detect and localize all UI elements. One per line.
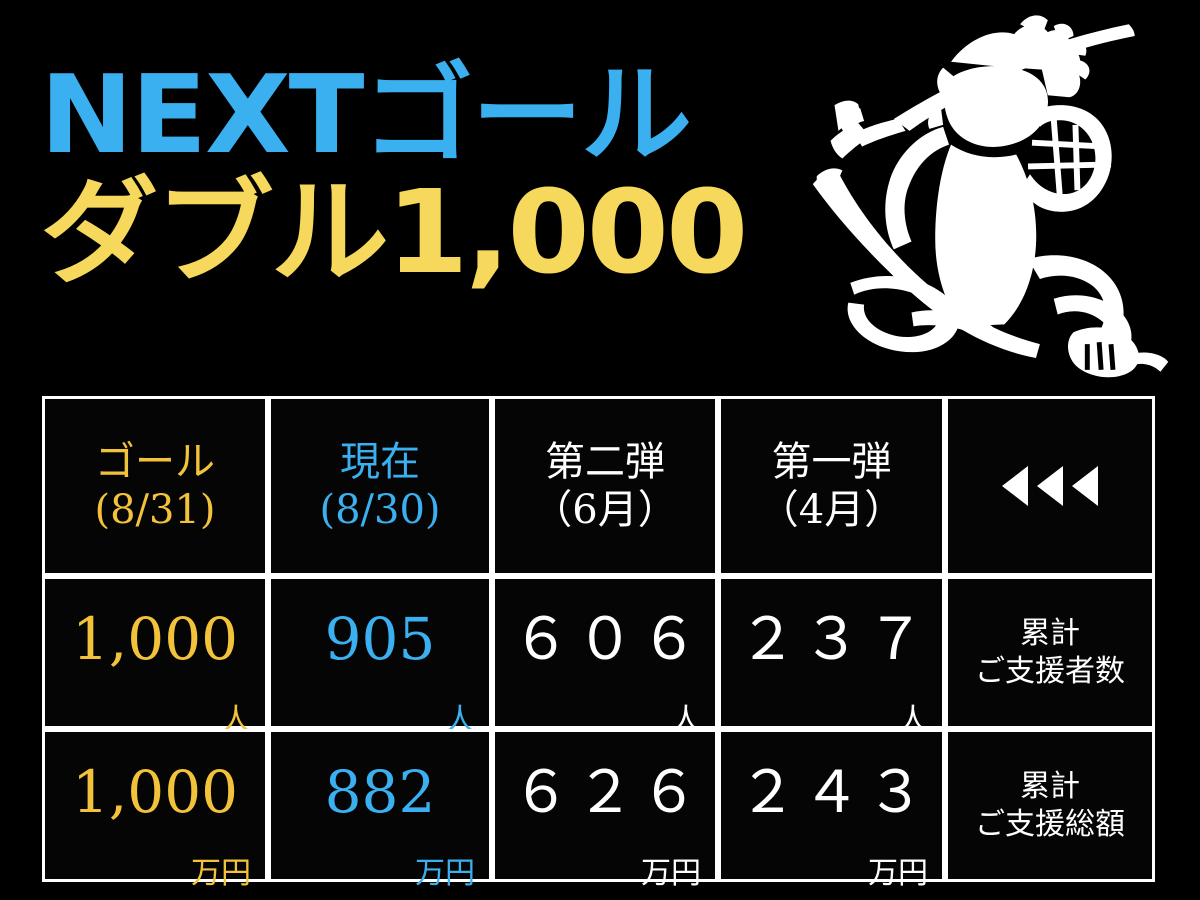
header-cell-current: 現在 (8/30) bbox=[268, 396, 492, 576]
label-supporters-line1: 累計 bbox=[1020, 615, 1080, 651]
headline-line-2: ダブル1,000 bbox=[40, 166, 748, 300]
triple-left-arrow-icon bbox=[948, 466, 1152, 506]
value-supporters-current: 905 bbox=[324, 604, 436, 673]
headline-line-1: NEXTゴール bbox=[40, 53, 692, 178]
value-amount-wave1: ２４３ bbox=[738, 757, 931, 826]
header-goal-date: (8/31) bbox=[94, 487, 216, 533]
unit-amount-current: 万円 bbox=[415, 855, 475, 891]
header-cell-wave1: 第一弾 （4月） bbox=[718, 396, 945, 576]
label-amount-line2: ご支援総額 bbox=[975, 806, 1125, 842]
header-wave2-month: （6月） bbox=[532, 487, 678, 533]
header-cell-goal: ゴール (8/31) bbox=[42, 396, 268, 576]
header-wave1-month: （4月） bbox=[758, 487, 905, 533]
value-supporters-goal: 1,000 bbox=[71, 604, 239, 673]
value-amount-goal: 1,000 bbox=[71, 757, 239, 826]
value-supporters-wave2: ６０６ bbox=[511, 604, 704, 673]
goal-progress-table: ゴール (8/31) 現在 (8/30) 第二弾 （6月） bbox=[42, 396, 1155, 888]
header-wave2-title: 第二弾 bbox=[545, 439, 665, 485]
cell-amount-current: 882 万円 bbox=[268, 729, 492, 888]
unit-amount-wave2: 万円 bbox=[641, 855, 701, 891]
header-cell-wave2: 第二弾 （6月） bbox=[492, 396, 718, 576]
table-row-amount: 1,000 万円 882 万円 ６２６ 万円 bbox=[42, 729, 1155, 888]
left-arrow-icon-2 bbox=[1037, 466, 1063, 506]
header-goal-title: ゴール bbox=[95, 439, 215, 485]
label-amount-line1: 累計 bbox=[1020, 768, 1080, 804]
table-row-supporters: 1,000 人 905 人 ６０６ 人 bbox=[42, 576, 1155, 735]
header-current-date: (8/30) bbox=[319, 487, 441, 533]
header-wave1-title: 第一弾 bbox=[771, 439, 892, 485]
header-current-title: 現在 bbox=[340, 439, 420, 485]
cell-supporters-label: 累計 ご支援者数 bbox=[945, 576, 1155, 729]
value-amount-wave2: ６２６ bbox=[511, 757, 704, 826]
header-cell-legend bbox=[945, 396, 1155, 576]
cell-supporters-current: 905 人 bbox=[268, 576, 492, 735]
label-supporters-line2: ご支援者数 bbox=[975, 653, 1125, 689]
value-supporters-wave1: ２３７ bbox=[738, 604, 931, 673]
headline-block: NEXTゴール ダブル1,000 bbox=[40, 62, 800, 295]
cell-supporters-wave2: ６０６ 人 bbox=[492, 576, 718, 735]
cell-supporters-wave1: ２３７ 人 bbox=[718, 576, 945, 735]
cell-amount-label: 累計 ご支援総額 bbox=[945, 729, 1155, 882]
cell-amount-wave2: ６２６ 万円 bbox=[492, 729, 718, 888]
unit-amount-goal: 万円 bbox=[191, 855, 251, 891]
left-arrow-icon-3 bbox=[1072, 466, 1098, 506]
unit-amount-wave1: 万円 bbox=[868, 855, 928, 891]
cell-supporters-goal: 1,000 人 bbox=[42, 576, 268, 735]
left-arrow-icon-1 bbox=[1002, 466, 1028, 506]
cell-amount-wave1: ２４３ 万円 bbox=[718, 729, 945, 888]
table-header-row: ゴール (8/31) 現在 (8/30) 第二弾 （6月） bbox=[42, 396, 1155, 576]
value-amount-current: 882 bbox=[324, 757, 436, 826]
cell-amount-goal: 1,000 万円 bbox=[42, 729, 268, 888]
samurai-silhouette-icon bbox=[795, 8, 1190, 388]
